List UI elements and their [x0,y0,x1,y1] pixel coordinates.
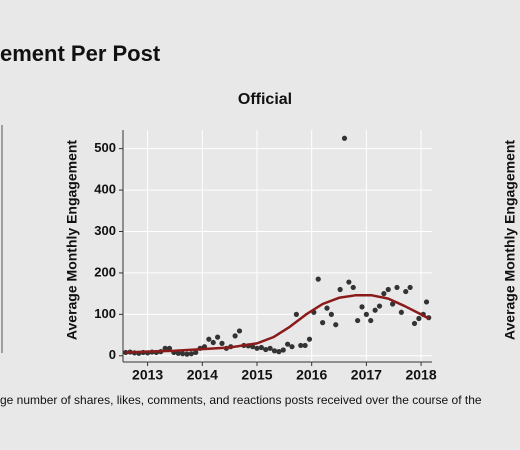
data-point [236,328,243,334]
data-point [394,284,400,291]
data-point [285,341,291,347]
x-tick-label: 2014 [187,367,218,383]
data-point [416,315,422,322]
data-point [215,334,221,340]
data-point [258,344,264,351]
data-point [341,135,348,141]
data-point [328,311,334,317]
y-axis-label: Average Monthly Engagement [502,140,518,341]
caption: ge number of shares, likes, comments, an… [0,393,482,407]
data-point [162,345,168,351]
page-title: ement Per Post [0,41,161,66]
data-point [210,339,216,346]
data-point [333,322,339,328]
data-point [263,346,269,353]
data-point [355,317,361,324]
data-point [337,286,343,293]
data-point [407,284,413,291]
data-point [372,307,378,313]
panel-title: Official [238,91,292,108]
data-point [175,350,181,356]
data-point [271,348,278,354]
data-point [166,345,173,351]
data-point [376,303,383,309]
data-point [381,291,387,297]
data-point [193,349,199,356]
data-point [188,351,194,357]
data-point [219,340,225,346]
data-point [403,288,409,295]
data-point [276,349,282,355]
data-point [280,347,286,353]
y-tick-label: 200 [94,264,116,279]
y-tick-label: 300 [94,223,116,238]
data-point [315,276,321,282]
y-tick-label: 0 [109,347,116,362]
data-point [324,305,330,311]
data-point [390,301,396,307]
x-tick-label: 2016 [296,367,327,383]
data-point [320,320,326,326]
data-point [385,286,391,293]
x-tick-label: 2013 [132,367,163,383]
data-point [398,309,404,315]
data-point [411,320,418,327]
data-point [306,336,313,342]
data-point [302,342,308,349]
data-point [350,284,356,291]
data-point [298,342,304,349]
data-point [254,345,260,351]
data-point [180,351,186,357]
data-point [289,344,295,350]
x-tick-label: 2017 [351,367,382,383]
y-tick-label: 100 [94,306,116,321]
data-point [267,345,273,351]
trend-line [125,294,430,354]
data-point [423,299,430,305]
data-point [368,317,374,324]
x-tick-label: 2018 [405,367,436,383]
data-point [184,351,190,357]
data-point [346,279,352,285]
data-point [359,304,365,310]
y-tick-label: 400 [94,182,116,197]
y-tick-label: 500 [94,140,116,155]
y-axis-label: Average Monthly Engagement [64,140,80,341]
data-point [293,311,299,317]
x-tick-label: 2015 [241,367,272,383]
data-point [206,336,212,342]
data-point [363,311,369,317]
data-point [232,333,238,339]
